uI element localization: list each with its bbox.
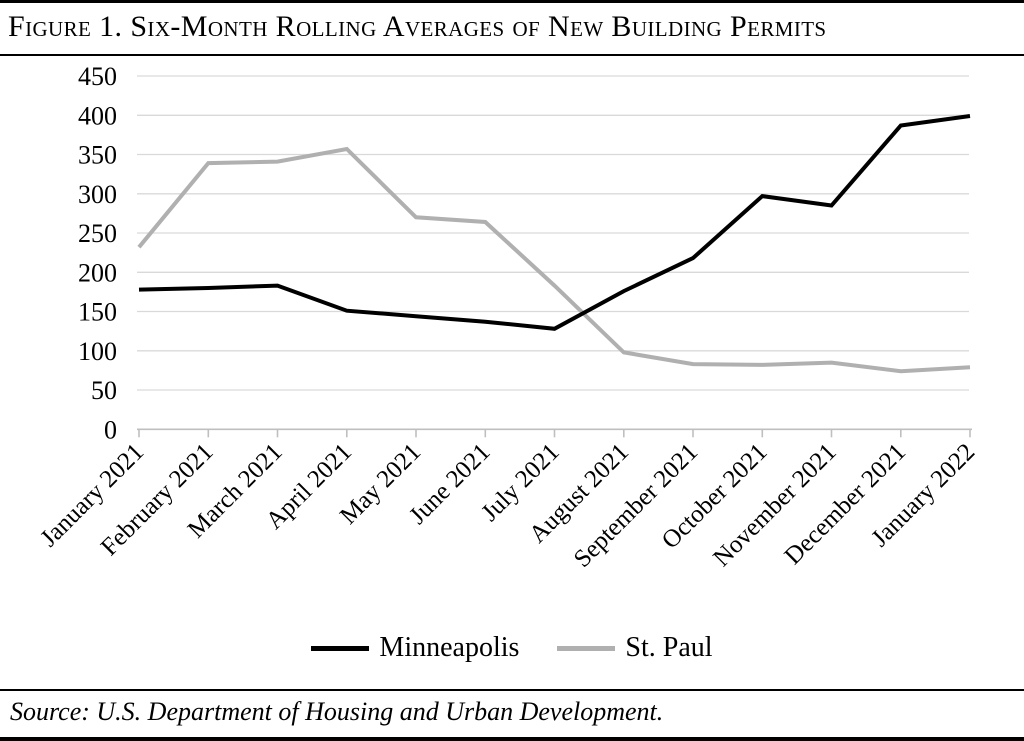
y-axis-label: 350: [78, 141, 117, 170]
source-divider-rule: [0, 689, 1024, 691]
series-line-st-paul: [137, 146, 971, 374]
title-divider-rule: [0, 54, 1024, 56]
y-axis-label: 50: [91, 376, 117, 405]
y-axis-label: 100: [78, 337, 117, 366]
y-axis-label: 200: [78, 258, 117, 287]
y-axis-label: 0: [104, 415, 117, 444]
y-axis-label: 250: [78, 219, 117, 248]
x-axis-label: November 2021: [708, 438, 841, 571]
legend-label-st-paul: St. Paul: [625, 632, 713, 663]
x-axis-label: December 2021: [780, 438, 911, 569]
x-axis-label: September 2021: [569, 438, 703, 572]
y-axis-label: 400: [78, 101, 117, 130]
top-border-rule: [0, 0, 1024, 3]
chart-area: 0 50 100 150 200 250 300 350 400 450 January 2021 F…: [0, 60, 1024, 605]
series-line-minneapolis: [138, 114, 971, 331]
bottom-border-rule: [0, 737, 1024, 741]
st-paul-line-swatch: [557, 645, 616, 651]
legend-item-minneapolis: Minneapolis: [311, 632, 519, 664]
y-axis-label: 150: [78, 298, 117, 327]
figure-title: Figure 1. Six-Month Rolling Averages of …: [8, 10, 827, 43]
legend-item-st-paul: St. Paul: [557, 632, 713, 664]
source-note: Source: U.S. Department of Housing and U…: [10, 697, 664, 726]
chart-legend: Minneapolis St. Paul: [0, 632, 1024, 664]
legend-label-minneapolis: Minneapolis: [379, 632, 520, 663]
minneapolis-line-swatch: [311, 645, 370, 651]
y-axis-label: 450: [78, 62, 117, 91]
y-axis-label: 300: [78, 180, 117, 209]
